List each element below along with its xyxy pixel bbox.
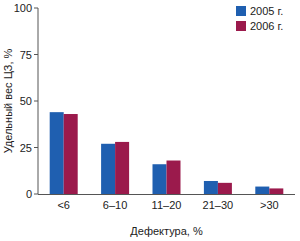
y-tick (34, 194, 38, 195)
chart: 0 25 50 75 100 <6 6–10 11–20 21–30 >30 Дефектура, … (0, 0, 300, 241)
y-tick-label: 75 (20, 49, 32, 61)
x-tick-label: 6–10 (103, 199, 127, 211)
y-tick (34, 101, 38, 102)
bar (101, 144, 115, 194)
bar (50, 112, 64, 194)
y-tick-label: 0 (26, 188, 32, 200)
legend-label: 2006 г. (250, 20, 283, 32)
y-tick (34, 147, 38, 148)
bar (204, 181, 218, 194)
bar (269, 188, 283, 194)
bars (50, 112, 284, 194)
y-tick-label: 25 (20, 142, 32, 154)
legend-swatch (236, 6, 246, 16)
x-tick-label: 11–20 (152, 199, 182, 211)
y-tick (34, 54, 38, 55)
x-tick-label: 21–30 (203, 199, 234, 211)
bar (218, 183, 232, 194)
legend-swatch (236, 21, 246, 31)
y-tick-label: 100 (14, 2, 32, 14)
legend-label: 2005 г. (250, 5, 283, 17)
y-tick (34, 8, 38, 9)
bar (153, 164, 167, 194)
x-axis-label: Дефектура, % (130, 225, 203, 237)
bar (115, 142, 129, 194)
bar (64, 114, 78, 194)
y-tick-label: 50 (20, 95, 32, 107)
x-tick-label: >30 (260, 199, 279, 211)
bar (255, 187, 269, 194)
x-tick-label: <6 (57, 199, 70, 211)
x-axis (38, 194, 295, 195)
bar (167, 161, 181, 194)
y-axis-label: Удельный вес ЦЗ, % (2, 48, 14, 153)
